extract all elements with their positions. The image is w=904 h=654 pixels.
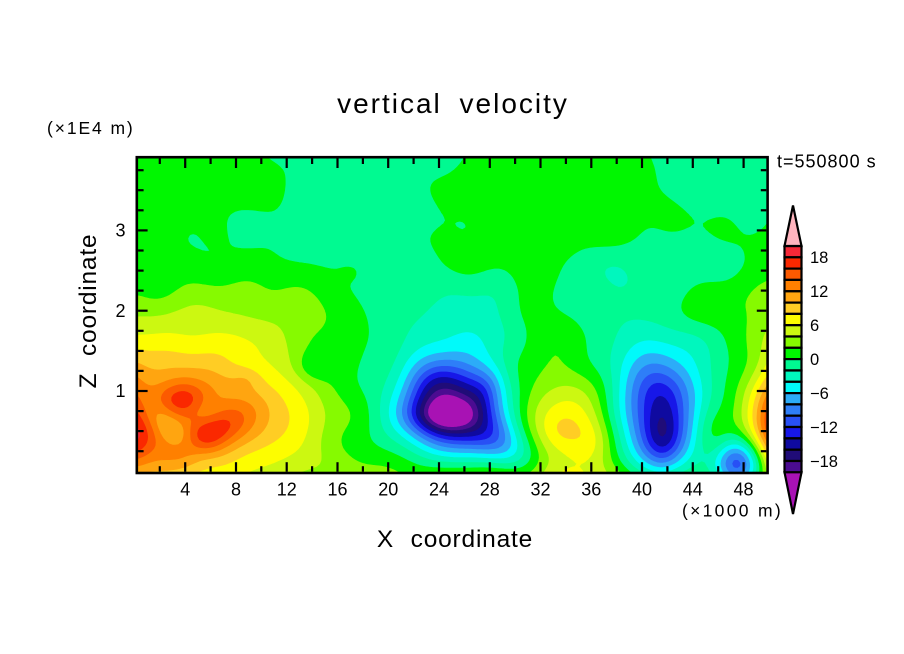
svg-text:2: 2 <box>115 301 125 321</box>
svg-text:36: 36 <box>581 480 601 500</box>
svg-text:(×1000 m): (×1000 m) <box>682 501 783 521</box>
svg-text:20: 20 <box>378 480 398 500</box>
svg-text:8: 8 <box>231 480 241 500</box>
svg-text:44: 44 <box>683 480 703 500</box>
svg-text:4: 4 <box>180 480 190 500</box>
svg-text:−6: −6 <box>810 385 829 403</box>
svg-text:18: 18 <box>810 249 828 267</box>
svg-text:24: 24 <box>429 480 449 500</box>
svg-text:X coordinate: X coordinate <box>377 526 533 553</box>
svg-text:6: 6 <box>810 317 819 335</box>
svg-text:Z coordinate: Z coordinate <box>75 234 102 389</box>
svg-text:12: 12 <box>277 480 297 500</box>
svg-text:40: 40 <box>632 480 652 500</box>
svg-text:0: 0 <box>810 351 819 369</box>
svg-text:28: 28 <box>480 480 500 500</box>
svg-text:1: 1 <box>115 381 125 401</box>
svg-text:(×1E4 m): (×1E4 m) <box>47 118 135 138</box>
svg-text:−18: −18 <box>810 453 838 471</box>
svg-text:3: 3 <box>115 221 125 241</box>
svg-text:−12: −12 <box>810 419 838 437</box>
svg-text:16: 16 <box>327 480 347 500</box>
svg-text:12: 12 <box>810 283 828 301</box>
svg-text:48: 48 <box>734 480 754 500</box>
svg-text:vertical velocity: vertical velocity <box>337 88 569 119</box>
svg-text:32: 32 <box>531 480 551 500</box>
svg-text:t=550800 s: t=550800 s <box>777 152 877 172</box>
